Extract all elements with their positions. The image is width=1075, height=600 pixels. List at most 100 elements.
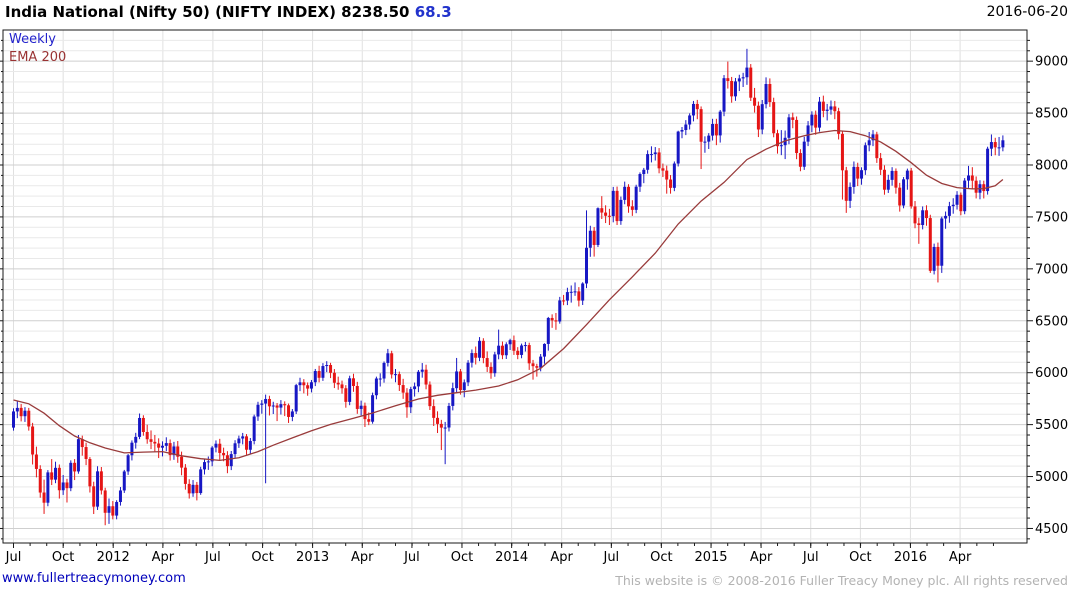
candle-up [542, 343, 546, 357]
candle-down [50, 472, 54, 480]
candle-down [355, 385, 359, 409]
candle-down [103, 490, 107, 513]
candle-up [447, 405, 451, 428]
candle-down [768, 84, 772, 103]
candle-down [245, 436, 249, 450]
candle-up [252, 416, 256, 442]
candle-down [31, 426, 35, 455]
candle-down [928, 218, 932, 271]
y-axis-label: 7500 [1035, 210, 1068, 225]
candle-down [550, 317, 554, 321]
candle-down [317, 371, 321, 378]
chart-legend: Weekly EMA 200 [9, 31, 66, 67]
candle-up [806, 125, 810, 142]
candle-up [569, 291, 573, 293]
candle-down [974, 180, 978, 193]
candle-up [130, 442, 134, 456]
candle-down [65, 482, 69, 489]
candle-down [821, 101, 825, 111]
candle-up [852, 166, 856, 187]
candle-up [680, 130, 684, 132]
candle-up [443, 427, 447, 429]
candle-up [684, 124, 688, 131]
candle-down [287, 405, 291, 417]
candle-up [646, 154, 650, 170]
candle-up [653, 152, 657, 155]
ema-overlay [13, 129, 1004, 462]
candle-up [588, 230, 592, 248]
candle-up [160, 445, 164, 448]
x-axis-label: Apr [949, 550, 972, 565]
candle-up [623, 186, 627, 200]
candle-up [46, 472, 50, 503]
candle-down [840, 133, 844, 171]
x-axis-label: Oct [52, 550, 74, 565]
candle-up [203, 462, 206, 470]
candle-up [539, 356, 543, 368]
x-axis-label: 2013 [296, 550, 329, 565]
chart-title-text: India National (Nifty 50) (NIFTY INDEX) … [5, 3, 410, 21]
candle-up [164, 443, 168, 446]
candle-up [649, 154, 653, 156]
chart-date: 2016-06-20 [986, 4, 1068, 20]
candle-down [665, 170, 669, 180]
candle-up [691, 103, 695, 116]
candle-up [359, 405, 363, 409]
x-axis-label: Oct [650, 550, 672, 565]
horizontal-gridlines [3, 39, 1027, 540]
candle-up [96, 471, 100, 507]
candles [12, 48, 1005, 526]
candle-up [248, 441, 252, 450]
candle-up [348, 378, 352, 402]
candle-down [363, 405, 367, 420]
candle-up [504, 344, 508, 356]
x-axis: Jul Oct 2012 Apr Jul Oct 2013 Apr Jul Oct 2014 Apr J… [5, 543, 994, 565]
candle-down [756, 105, 760, 130]
candle-down [554, 320, 558, 322]
candle-down [401, 385, 405, 393]
candle-down [344, 388, 348, 402]
candle-down [436, 417, 440, 424]
candle-down [222, 452, 226, 456]
candle-down [917, 223, 921, 226]
candle-up [951, 204, 955, 207]
candle-down [176, 446, 180, 457]
candle-down [970, 175, 974, 181]
candle-up [371, 395, 375, 422]
candle-up [229, 454, 233, 467]
candle-up [871, 134, 875, 141]
candle-up [921, 210, 925, 226]
candle-down [604, 212, 608, 216]
candle-down [535, 366, 539, 368]
candle-up [466, 362, 470, 383]
y-axis-label: 8000 [1035, 159, 1068, 174]
candle-up [378, 378, 382, 380]
candle-down [88, 458, 92, 487]
ema-200-line [13, 129, 1004, 462]
candle-up [634, 186, 638, 210]
footer-site-link[interactable]: www.fullertreacymoney.com [2, 571, 186, 586]
candle-up [672, 163, 676, 188]
candle-up [581, 283, 585, 301]
plot-border [2, 29, 1028, 544]
candle-down [351, 378, 355, 386]
y-axis: 4500 5000 5500 6000 6500 7000 7500 8000 8500 9000 [0, 39, 1068, 540]
candle-down [481, 340, 485, 359]
x-axis-label: Jul [204, 550, 221, 565]
candle-up [15, 407, 19, 412]
candle-up [638, 174, 642, 187]
candle-up [126, 455, 130, 472]
candle-down [275, 405, 279, 408]
candle-down [730, 80, 734, 97]
candle-up [867, 140, 871, 146]
candle-down [531, 363, 535, 367]
candle-down [798, 153, 802, 167]
y-axis-label: 8500 [1035, 107, 1068, 122]
candle-down [833, 106, 837, 112]
candle-down [141, 417, 145, 432]
candle-down [367, 419, 371, 422]
legend-overlay-ema: EMA 200 [9, 50, 67, 65]
candle-up [760, 104, 764, 130]
candle-up [829, 106, 833, 110]
x-axis-label: 2015 [694, 550, 727, 565]
